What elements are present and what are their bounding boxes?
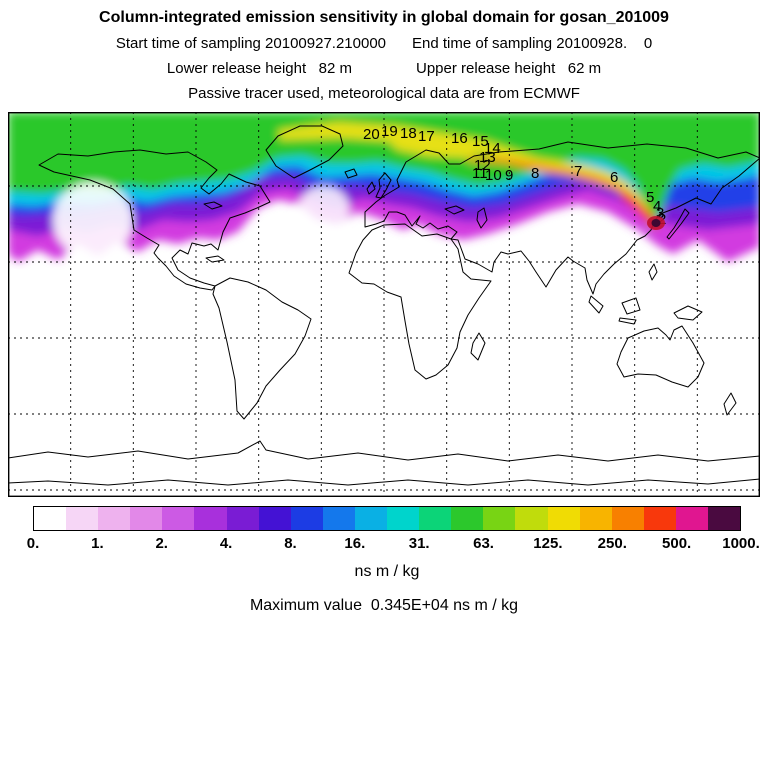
colorbar-tick-label: 250. [597,535,627,552]
colorbar-segment [66,507,99,530]
svg-text:6: 6 [610,169,618,186]
colorbar-block: 0. 1. 2. 4. 8. 16. 31. 63. 125. 250. 500. 1000. ns … [27,506,760,581]
lower-release-height-label: Lower release height 82 m [166,60,352,77]
svg-text:10: 10 [485,167,502,184]
svg-text:3: 3 [656,205,664,222]
colorbar-segment [483,507,516,530]
colorbar-segments [33,506,741,531]
colorbar-tick-label: 125. [533,535,563,552]
svg-text:11: 11 [472,165,488,182]
colorbar-segment [98,507,131,530]
coastline-outlines [8,125,760,486]
colorbar-tick-label: 16. [344,535,366,552]
svg-text:20: 20 [363,126,380,143]
colorbar-segment [675,507,708,530]
colorbar-tick-label: 4. [219,535,233,552]
colorbar-segment [611,507,644,530]
colorbar-units-label: ns m / kg [354,563,420,580]
colorbar-tick-label: 0. [26,535,40,552]
colorbar-segment [226,507,259,530]
colorbar-segment [419,507,452,530]
svg-text:18: 18 [400,125,417,142]
colorbar-segment [162,507,195,530]
colorbar-tick-label: 63. [473,535,494,552]
svg-text:14: 14 [484,140,501,157]
colorbar-segment [451,507,484,530]
colorbar-segment [354,507,388,530]
svg-text:8: 8 [531,165,539,182]
svg-text:7: 7 [574,163,582,180]
colorbar-segment [643,507,676,530]
colorbar-segment [547,507,580,530]
svg-text:5: 5 [646,189,654,206]
svg-text:17: 17 [418,128,435,145]
graticule-gridlines [8,112,760,497]
colorbar-segment [130,507,163,530]
colorbar-segment [579,507,612,530]
svg-text:9: 9 [505,167,513,184]
colorbar-segment [194,507,227,530]
colorbar-segment [34,507,67,530]
page-title: Column-integrated emission sensitivity i… [99,9,669,26]
world-map-svg: 201918171615141312111098765432 [8,112,760,497]
colorbar-tick-row: 0. 1. 2. 4. 8. 16. 31. 63. 125. 250. 500. 1000. [27,535,760,555]
svg-text:12: 12 [474,157,491,174]
colorbar-tick-label: 1000. [722,535,760,552]
colorbar-tick-label: 8. [284,535,297,552]
colorbar-segment [322,507,355,530]
colorbar-segment [707,507,741,530]
map-border [8,112,760,497]
release-height-line: Lower release height 82 m Upper release … [0,60,768,77]
colorbar-segment [515,507,548,530]
svg-text:4: 4 [653,198,661,215]
svg-text:19: 19 [381,123,398,140]
colorbar-tick-label: 500. [662,535,692,552]
colorbar-tick-label: 2. [155,535,168,552]
tracer-info-label: Passive tracer used, meteorological data… [188,85,580,102]
maximum-value-label: Maximum value 0.345E+04 ns m / kg [249,597,519,614]
end-time-label: End time of sampling 20100928. 0 [412,35,653,52]
svg-text:13: 13 [479,149,496,166]
upper-release-height-label: Upper release height 62 m [416,60,602,77]
svg-text:16: 16 [451,130,468,147]
colorbar-segment [387,507,420,530]
station-marker [647,216,665,230]
svg-text:15: 15 [472,133,489,150]
colorbar-segment [258,507,291,530]
world-map-panel: 201918171615141312111098765432 [8,112,760,497]
colorbar-segment [290,507,323,530]
start-time-label: Start time of sampling 20100927.210000 [115,35,387,52]
sampling-time-line: Start time of sampling 20100927.210000 E… [0,35,768,52]
colorbar-tick-label: 1. [91,535,104,552]
colorbar-tick-label: 31. [408,535,430,552]
